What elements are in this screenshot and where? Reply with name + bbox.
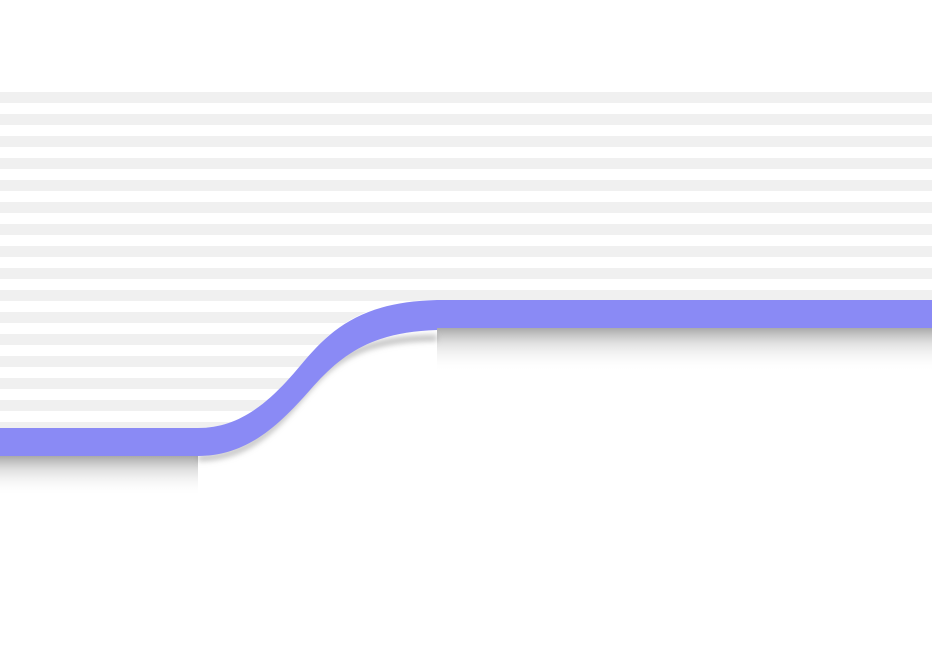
background-stripe-9 — [0, 290, 932, 301]
background-stripe-3 — [0, 158, 932, 169]
background-stripe-13 — [0, 378, 932, 389]
background-stripe-1 — [0, 114, 932, 125]
background-stripe-4 — [0, 180, 932, 191]
background-stripe-5 — [0, 202, 932, 213]
ribbon-shadow-left — [0, 456, 198, 496]
ribbon-shadow-right — [437, 328, 932, 372]
ribbon-curve-segment — [198, 300, 437, 456]
background-stripe-6 — [0, 224, 932, 235]
stripe-group — [0, 92, 932, 428]
background-stripe-2 — [0, 136, 932, 147]
background-stripe-8 — [0, 268, 932, 279]
background-stripe-0 — [0, 92, 932, 103]
background-stripe-7 — [0, 246, 932, 257]
ribbon-right-segment — [437, 300, 932, 328]
background-stripe-14 — [0, 400, 932, 411]
ribbon-left-segment — [0, 428, 198, 456]
